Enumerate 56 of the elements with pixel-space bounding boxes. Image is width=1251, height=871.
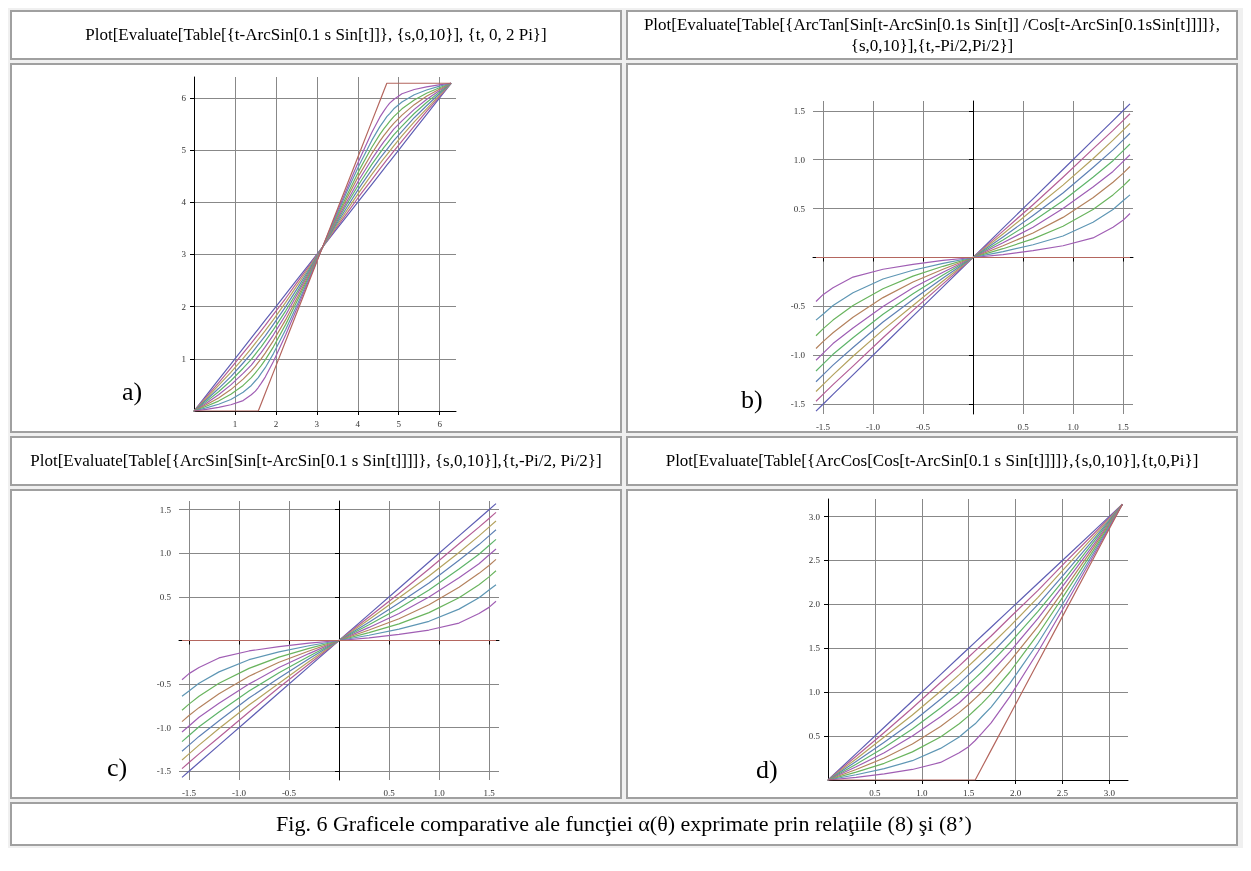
x-tick-label: 5: [396, 418, 402, 429]
y-tick-label: 1.0: [793, 154, 806, 165]
y-tick-label: -1.5: [790, 399, 806, 410]
x-tick-label: 1.5: [963, 787, 975, 798]
y-tick-label: 1: [181, 353, 186, 364]
y-tick-label: 1.0: [159, 548, 172, 559]
x-tick-label: 3: [314, 418, 320, 429]
x-tick-label: 1.0: [433, 787, 446, 798]
y-tick-label: 0.5: [808, 731, 821, 742]
x-tick-label: 0.5: [869, 787, 881, 798]
x-tick-label: -0.5: [281, 787, 297, 798]
y-tick-label: 5: [181, 145, 187, 156]
chart-title: Plot[Evaluate[Table[{ArcCos[Cos[t-ArcSin[0.1 s Sin[t]]]]},{s,0,10}],{t,0,Pi}]: [626, 436, 1238, 486]
x-tick-label: 1.5: [1117, 421, 1130, 432]
y-tick-label: 0.5: [159, 591, 172, 602]
y-tick-label: 1.5: [808, 643, 821, 654]
y-tick-label: -1.0: [790, 350, 806, 361]
y-tick-label: 2.0: [808, 599, 821, 610]
x-tick-label: 1: [232, 418, 238, 429]
chart-title: Plot[Evaluate[Table[{ArcTan[Sin[t-ArcSin[0.1s Sin[t]] /Cos[t-ArcSin[0.1sSin[t]]]]},{s,0,10}],{t,-Pi/2,Pi/2}]: [626, 10, 1238, 60]
y-tick-label: 6: [181, 92, 187, 103]
x-tick-label: -1.0: [865, 421, 881, 432]
x-tick-label: 3.0: [1103, 787, 1116, 798]
y-tick-label: 0.5: [793, 203, 806, 214]
y-tick-label: -1.5: [156, 766, 172, 777]
y-tick-label: 3.0: [808, 511, 821, 522]
x-tick-label: -1.0: [231, 787, 247, 798]
y-tick-label: 2: [181, 301, 186, 312]
y-tick-label: 1.0: [808, 687, 821, 698]
caption: Fig. 6 Graficele comparative ale funcţiei α(θ) exprimate prin relaţiile (8) şi (8’): [10, 802, 1238, 846]
x-tick-label: 0.5: [1017, 421, 1030, 432]
y-tick-label: 4: [181, 197, 187, 208]
x-tick-label: 1.0: [1067, 421, 1080, 432]
chart-title: Plot[Evaluate[Table[{t-ArcSin[0.1 s Sin[t]]}, {s,0,10}], {t, 0, 2 Pi}]: [10, 10, 622, 60]
x-tick-label: 2.5: [1056, 787, 1069, 798]
y-tick-label: -0.5: [790, 301, 806, 312]
text: c): [107, 753, 128, 783]
y-tick-label: -0.5: [156, 679, 172, 690]
x-tick-label: 1.0: [916, 787, 928, 798]
text: a): [122, 377, 143, 407]
text: b): [741, 385, 763, 415]
y-tick-label: 1.5: [159, 504, 172, 515]
y-tick-label: 3: [181, 249, 187, 260]
x-tick-label: 0.5: [383, 787, 396, 798]
x-tick-label: 6: [437, 418, 443, 429]
y-tick-label: -1.0: [156, 722, 172, 733]
y-tick-label: 1.5: [793, 105, 806, 116]
x-tick-label: -0.5: [915, 421, 931, 432]
chart-title: Plot[Evaluate[Table[{ArcSin[Sin[t-ArcSin[0.1 s Sin[t]]]]}, {s,0,10}],{t,-Pi/2, Pi/2}]: [10, 436, 622, 486]
x-tick-label: 2: [273, 418, 279, 429]
x-tick-label: 4: [355, 418, 361, 429]
y-tick-label: 2.5: [808, 555, 821, 566]
x-tick-label: 1.5: [483, 787, 496, 798]
x-tick-label: 2.0: [1009, 787, 1022, 798]
text: d): [756, 755, 778, 785]
x-tick-label: -1.5: [815, 421, 831, 432]
